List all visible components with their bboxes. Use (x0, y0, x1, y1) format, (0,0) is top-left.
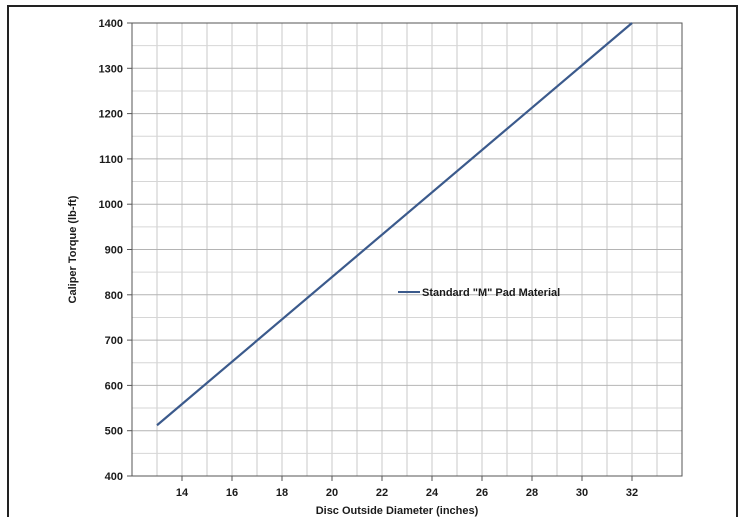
x-tick-label: 32 (626, 487, 638, 499)
x-tick-label: 18 (276, 487, 288, 499)
y-tick-label: 400 (105, 471, 123, 483)
y-tick-label: 1100 (99, 154, 123, 166)
y-tick-label: 500 (105, 426, 123, 438)
legend-label: Standard "M" Pad Material (422, 287, 560, 299)
x-tick-label: 14 (176, 487, 189, 499)
chart-border (8, 6, 737, 517)
y-tick-label: 1300 (99, 63, 123, 75)
x-tick-label: 26 (476, 487, 488, 499)
x-tick-label: 30 (576, 487, 588, 499)
y-tick-label: 800 (105, 290, 123, 302)
legend: Standard "M" Pad Material (398, 287, 560, 299)
y-axis-title: Caliper Torque (lb-ft) (67, 195, 79, 303)
grid-lines (132, 23, 682, 476)
x-tick-label: 22 (376, 487, 388, 499)
y-tick-label: 700 (105, 335, 123, 347)
y-tick-label: 600 (105, 380, 123, 392)
x-tick-label: 24 (426, 487, 439, 499)
x-tick-label: 20 (326, 487, 338, 499)
y-tick-label: 1400 (99, 18, 123, 30)
y-tick-label: 1000 (99, 199, 123, 211)
y-tick-label: 1200 (99, 109, 123, 121)
y-tick-label: 900 (105, 245, 123, 257)
x-axis-title: Disc Outside Diameter (inches) (316, 505, 479, 517)
x-tick-label: 16 (226, 487, 238, 499)
x-tick-label: 28 (526, 487, 538, 499)
